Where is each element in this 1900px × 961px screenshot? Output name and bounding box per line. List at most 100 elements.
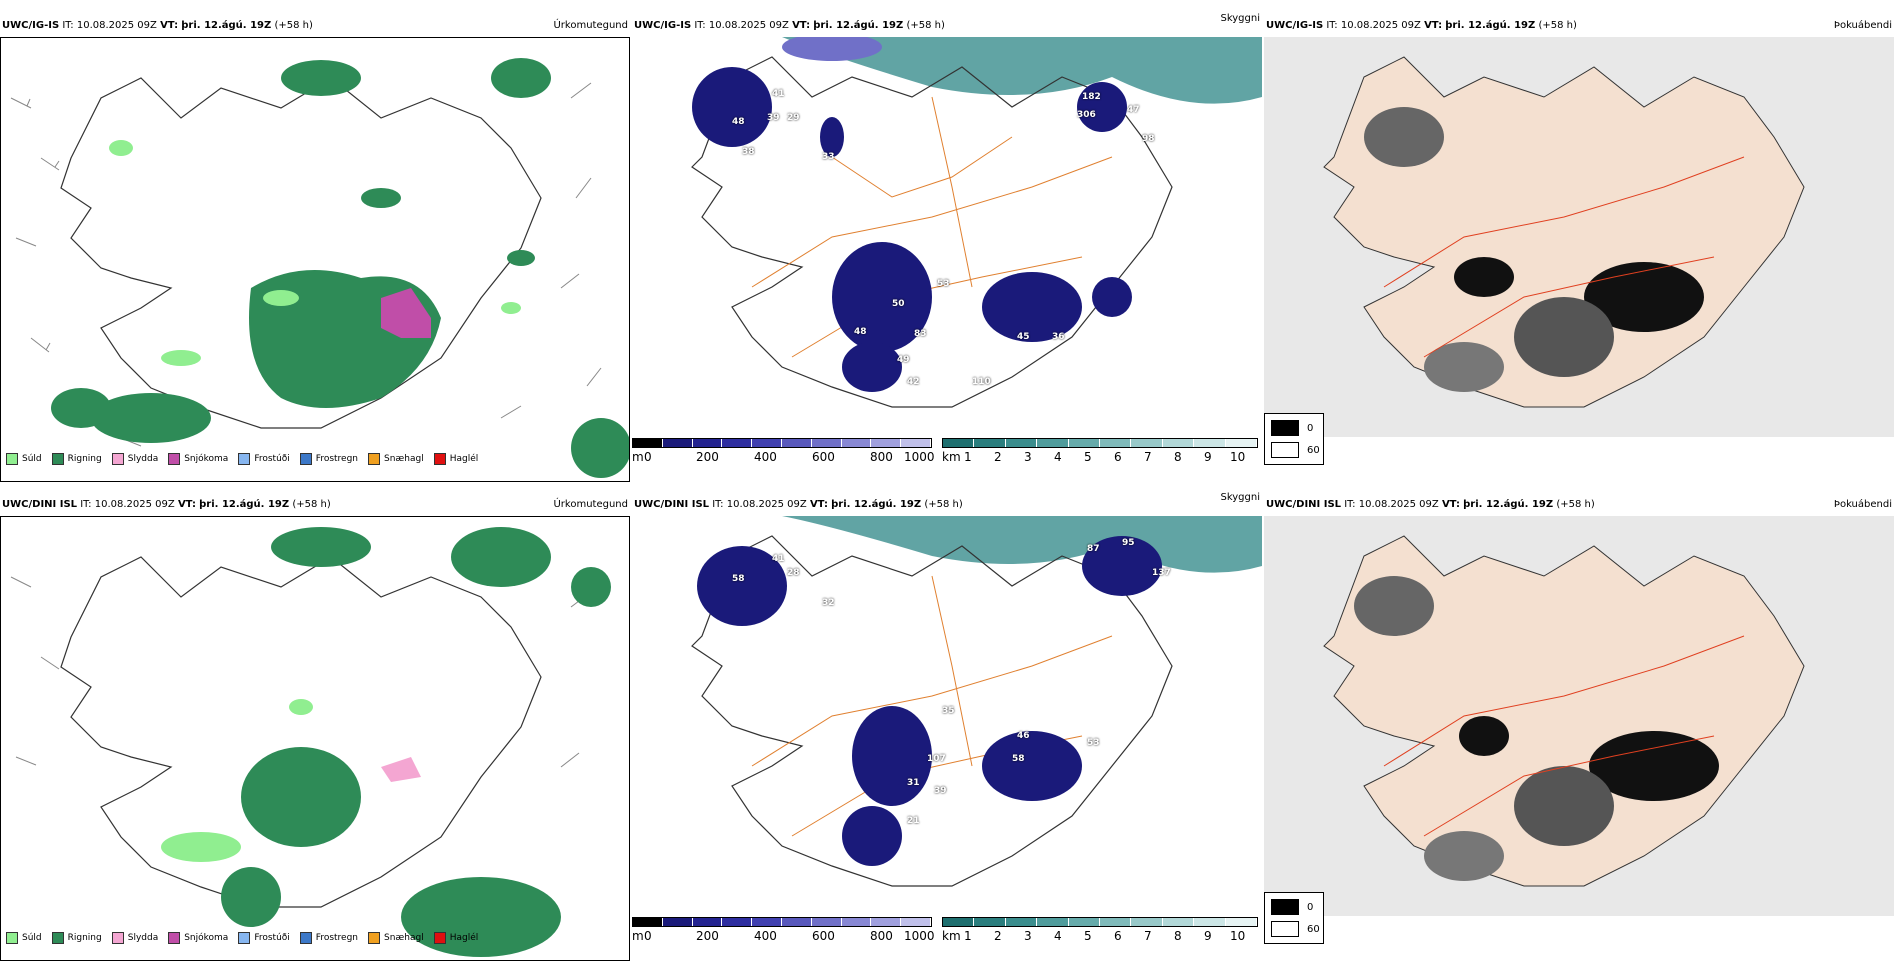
ceiling-unit: m [632,929,644,943]
precip-panel-bottom: UWC/DINI ISL IT: 10.08.2025 09Z VT: þri.… [0,494,630,961]
ceiling-value: 48 [732,117,745,127]
ceiling-map: 41 39 29 48 38 33 182 306 47 98 50 53 48… [632,37,1262,442]
ceiling-value: 45 [1017,332,1030,342]
ceiling-value: 98 [1142,134,1155,144]
panel-type-label: Þokuábendi [1833,20,1892,31]
ceiling-value: 39 [767,113,780,123]
ceiling-colorbar [632,438,932,448]
iceland-land [1323,535,1805,887]
fog-areas [1364,107,1704,392]
panel-header: UWC/IG-IS IT: 10.08.2025 09Z VT: þri. 12… [634,20,945,31]
fog-map [1264,516,1894,916]
sleet-area [381,757,421,782]
ceiling-value: 95 [1122,538,1135,548]
iceland-outline [60,77,542,429]
ceiling-colorbar [632,917,932,927]
colorbars: m 0 200 400 600 800 1000 km 1 2 3 4 5 6 … [632,917,1262,947]
legend-item: Haglél [433,932,478,944]
legend-swatch [368,453,381,465]
snow-area [381,288,431,338]
ceiling-panel-top: UWC/IG-IS IT: 10.08.2025 09Z VT: þri. 12… [632,13,1262,470]
ceiling-value: 31 [907,778,920,788]
low-ceiling-areas [692,67,1132,392]
ceiling-value: 21 [907,816,920,826]
ceiling-value: 41 [772,89,785,99]
legend-swatch [168,453,181,465]
ceiling-value: 306 [1077,110,1096,120]
panel-header: UWC/IG-IS IT: 10.08.2025 09Z VT: þri. 12… [1266,20,1577,31]
wind-barbs [10,576,592,898]
low-ceiling-areas [697,536,1162,866]
legend-item: Snjókoma [168,453,228,465]
ceiling-value: 137 [1152,568,1171,578]
iceland-outline [691,56,1173,408]
ceiling-value: 83 [914,329,927,339]
roads [751,575,1113,837]
legend-swatch [299,932,312,944]
ceiling-value: 38 [742,147,755,157]
legend-swatch [238,932,251,944]
panel-header: UWC/DINI ISL IT: 10.08.2025 09Z VT: þri.… [634,499,963,510]
panel-type-label: Úrkomutegund [553,20,628,31]
legend-swatch [238,453,251,465]
legend-item: Frostúði [238,932,290,944]
roads [1383,635,1745,837]
ceiling-value: 182 [1082,92,1101,102]
ceiling-value: 107 [927,754,946,764]
panel-header: UWC/DINI ISL IT: 10.08.2025 09Z VT: þri.… [2,499,331,510]
panel-type-label: Skyggni [1220,492,1260,503]
iceland-outline [60,556,542,908]
ceiling-value: 47 [1127,105,1140,115]
legend-item: Súld [6,453,42,465]
ceiling-value: 53 [1087,738,1100,748]
legend-item: Frostregn [299,932,358,944]
ceiling-unit: m [632,450,644,464]
panel-header: UWC/IG-IS IT: 10.08.2025 09Z VT: þri. 12… [2,20,313,31]
ceiling-value: 53 [937,279,950,289]
legend-swatch [368,932,381,944]
colorbars: m 0 200 400 600 800 1000 km 1 2 3 4 5 6 … [632,438,1262,468]
precip-map [0,516,630,961]
legend-item: Snæhagl [368,453,424,465]
legend-swatch [168,932,181,944]
legend-item: Rigning [51,453,102,465]
iceland-outline [691,535,1173,887]
visibility-unit: km [942,929,961,943]
legend-swatch [6,932,18,944]
wind-barbs [10,82,602,447]
ceiling-value: 50 [892,299,905,309]
ceiling-value: 35 [942,706,955,716]
legend-item: Snæhagl [368,932,424,944]
legend-swatch [6,453,18,465]
legend-swatch [111,453,124,465]
fog-panel-bottom: UWC/DINI ISL IT: 10.08.2025 09Z VT: þri.… [1264,494,1894,949]
legend-item: Slydda [111,932,158,944]
legend-swatch [299,453,312,465]
visibility-colorbar [942,917,1258,927]
legend-swatch [433,453,446,465]
fog-legend: 0 60 [1264,413,1324,465]
fog-legend-light [1271,921,1299,937]
drizzle-areas [109,140,521,366]
ceiling-value: 36 [1052,332,1065,342]
fog-map [1264,37,1894,437]
fog-legend-dark [1271,420,1299,436]
ceiling-value: 29 [787,113,800,123]
ceiling-value: 48 [854,327,867,337]
legend-item: Slydda [111,453,158,465]
legend-swatch [111,932,124,944]
panel-type-label: Skyggni [1220,13,1260,24]
fog-legend-dark [1271,899,1299,915]
legend-item: Frostregn [299,453,358,465]
visibility-colorbar [942,438,1258,448]
ceiling-value: 39 [934,786,947,796]
precip-map [0,37,630,482]
legend-swatch [433,932,446,944]
ceiling-value: 32 [822,598,835,608]
legend-item: Snjókoma [168,932,228,944]
ceiling-value: 42 [907,377,920,387]
legend-item: Súld [6,932,42,944]
ceiling-value: 87 [1087,544,1100,554]
legend-item: Rigning [51,932,102,944]
ceiling-value: 58 [1012,754,1025,764]
